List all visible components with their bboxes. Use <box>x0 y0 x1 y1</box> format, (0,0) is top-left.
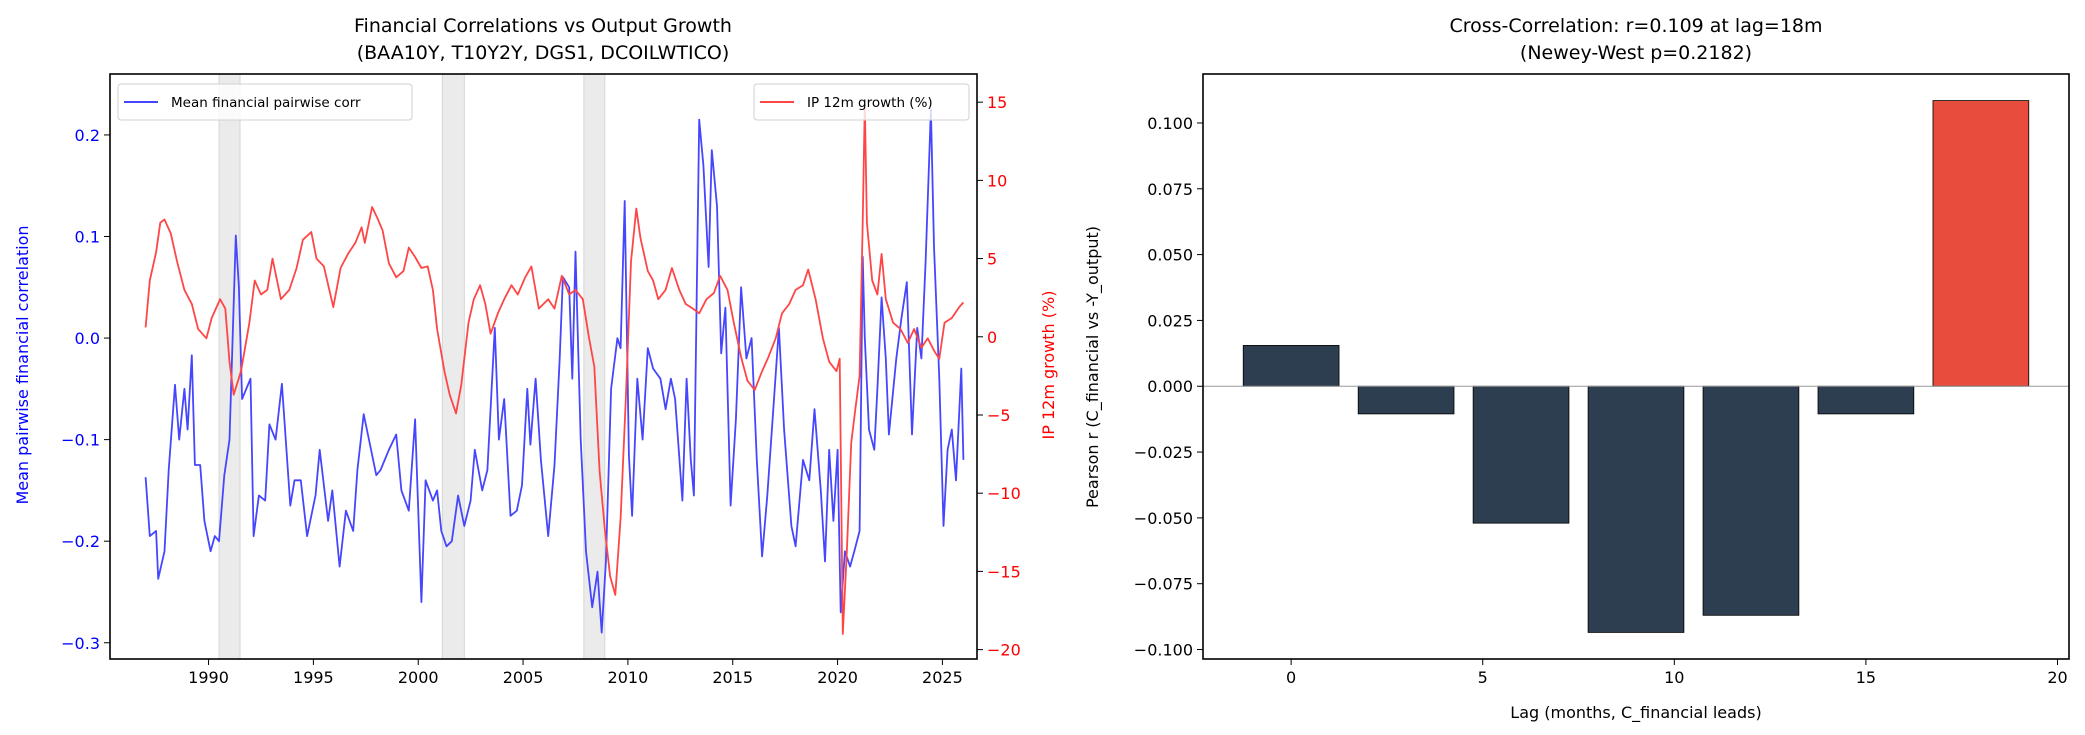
y-tick-label: 0.1 <box>75 228 100 247</box>
y-tick-label: −0.3 <box>61 634 100 653</box>
y-tick-label: −0.1 <box>61 431 100 450</box>
x-tick-label: 20 <box>2047 668 2067 687</box>
left-chart-subtitle: (BAA10Y, T10Y2Y, DGS1, DCOILWTICO) <box>357 42 730 64</box>
y-tick-label: −0.075 <box>1134 575 1193 594</box>
left-y-axis-label: Mean pairwise financial correlation <box>13 225 32 504</box>
y-tick-label: −0.100 <box>1134 641 1193 660</box>
y-right-tick-label: 0 <box>987 328 997 347</box>
y-tick-label: 0.075 <box>1147 180 1193 199</box>
x-tick-label: 1990 <box>188 668 229 687</box>
left-chart-ticks: 1990 1995 2000 2005 2010 2015 2020 2025 −0.3 −0.2… <box>61 93 1021 687</box>
bar-lag-6 <box>1472 385 1570 524</box>
series-line-ip-growth <box>144 102 965 635</box>
x-tick-label: 2015 <box>712 668 753 687</box>
left-plot-frame <box>109 73 978 660</box>
y-tick-label: 0.050 <box>1147 246 1193 265</box>
legend-label-corr: Mean financial pairwise corr <box>171 95 361 111</box>
x-tick-label: 2005 <box>503 668 544 687</box>
legend-left: Mean financial pairwise corr <box>117 83 413 121</box>
y-right-tick-label: 5 <box>987 250 997 269</box>
left-chart-timeseries: Financial Correlations vs Output Growth … <box>13 15 1058 687</box>
legend-box <box>117 83 413 121</box>
x-tick-label: 10 <box>1664 668 1684 687</box>
bar-lag-15 <box>1817 385 1915 415</box>
recession-shading <box>218 73 606 660</box>
bar-lag-9 <box>1587 385 1685 633</box>
right-chart-title: Cross-Correlation: r=0.109 at lag=18m <box>1449 15 1822 37</box>
x-tick-label: 15 <box>1856 668 1876 687</box>
y-tick-label: 0.025 <box>1147 311 1193 330</box>
legend-right: IP 12m growth (%) <box>753 83 970 121</box>
y-tick-label: 0.000 <box>1147 377 1193 396</box>
bar-y-axis-label: Pearson r (C_financial vs -Y_output) <box>1083 226 1103 508</box>
right-chart-ticks: 0 5 10 15 20 −0.100 −0.075 −0.050 −0.025 0.000 0.0… <box>1134 114 2068 687</box>
bar-lag-12 <box>1702 385 1800 616</box>
y-right-tick-label: −10 <box>987 484 1021 503</box>
y-tick-label: 0.0 <box>75 329 100 348</box>
right-plot-frame <box>1202 73 2070 660</box>
bar-x-axis-label: Lag (months, C_financial leads) <box>1510 703 1761 723</box>
x-tick-label: 0 <box>1286 668 1296 687</box>
y-tick-label: −0.025 <box>1134 443 1193 462</box>
y-right-tick-label: 10 <box>987 171 1007 190</box>
left-chart-title: Financial Correlations vs Output Growth <box>354 15 732 37</box>
right-chart-subtitle: (Newey-West p=0.2182) <box>1520 42 1752 64</box>
y-tick-label: −0.050 <box>1134 509 1193 528</box>
y-right-tick-label: −20 <box>987 641 1021 660</box>
y-right-tick-label: 15 <box>987 93 1007 112</box>
bar-lag-18 <box>1932 100 2030 387</box>
series-lines <box>144 102 965 635</box>
y-tick-label: 0.100 <box>1147 114 1193 133</box>
x-tick-label: 5 <box>1478 668 1488 687</box>
x-tick-label: 2000 <box>398 668 439 687</box>
y-tick-label: 0.2 <box>75 126 100 145</box>
right-y-axis-label: IP 12m growth (%) <box>1039 291 1058 440</box>
legend-box <box>753 83 970 121</box>
x-tick-label: 2020 <box>817 668 858 687</box>
bar-lag-3 <box>1357 385 1455 415</box>
x-tick-label: 2025 <box>922 668 963 687</box>
legend-label-ip: IP 12m growth (%) <box>807 95 933 111</box>
bar-lag-0 <box>1242 345 1340 387</box>
recession-band <box>441 73 465 660</box>
x-tick-label: 2010 <box>608 668 649 687</box>
bars <box>1203 100 2069 633</box>
y-right-tick-label: −15 <box>987 562 1021 581</box>
y-right-tick-label: −5 <box>987 406 1011 425</box>
y-tick-label: −0.2 <box>61 532 100 551</box>
x-tick-label: 1995 <box>293 668 334 687</box>
right-chart-crosscorr: Cross-Correlation: r=0.109 at lag=18m (N… <box>1083 15 2070 723</box>
